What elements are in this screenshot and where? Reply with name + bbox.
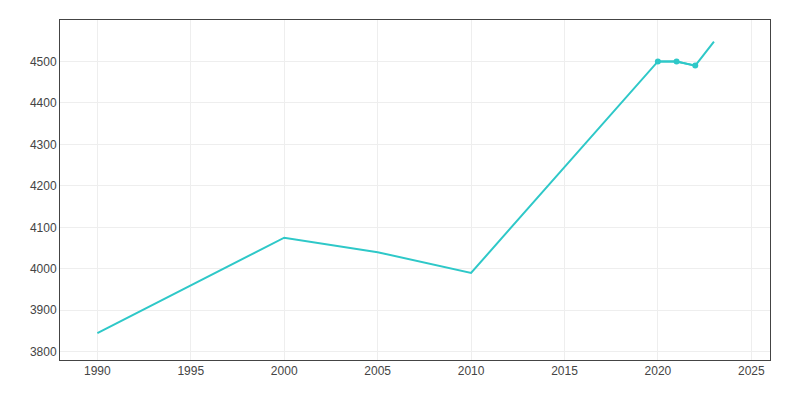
svg-text:3800: 3800: [30, 345, 57, 359]
svg-text:2010: 2010: [458, 364, 485, 378]
svg-text:1995: 1995: [177, 364, 204, 378]
svg-text:2000: 2000: [271, 364, 298, 378]
svg-text:2020: 2020: [645, 364, 672, 378]
svg-text:2005: 2005: [364, 364, 391, 378]
svg-text:2015: 2015: [551, 364, 578, 378]
svg-text:4300: 4300: [30, 138, 57, 152]
svg-text:4500: 4500: [30, 55, 57, 69]
svg-text:4400: 4400: [30, 96, 57, 110]
svg-text:1990: 1990: [84, 364, 111, 378]
svg-text:4200: 4200: [30, 179, 57, 193]
svg-text:4100: 4100: [30, 221, 57, 235]
svg-text:3900: 3900: [30, 303, 57, 317]
svg-text:2025: 2025: [738, 364, 765, 378]
svg-text:4000: 4000: [30, 262, 57, 276]
